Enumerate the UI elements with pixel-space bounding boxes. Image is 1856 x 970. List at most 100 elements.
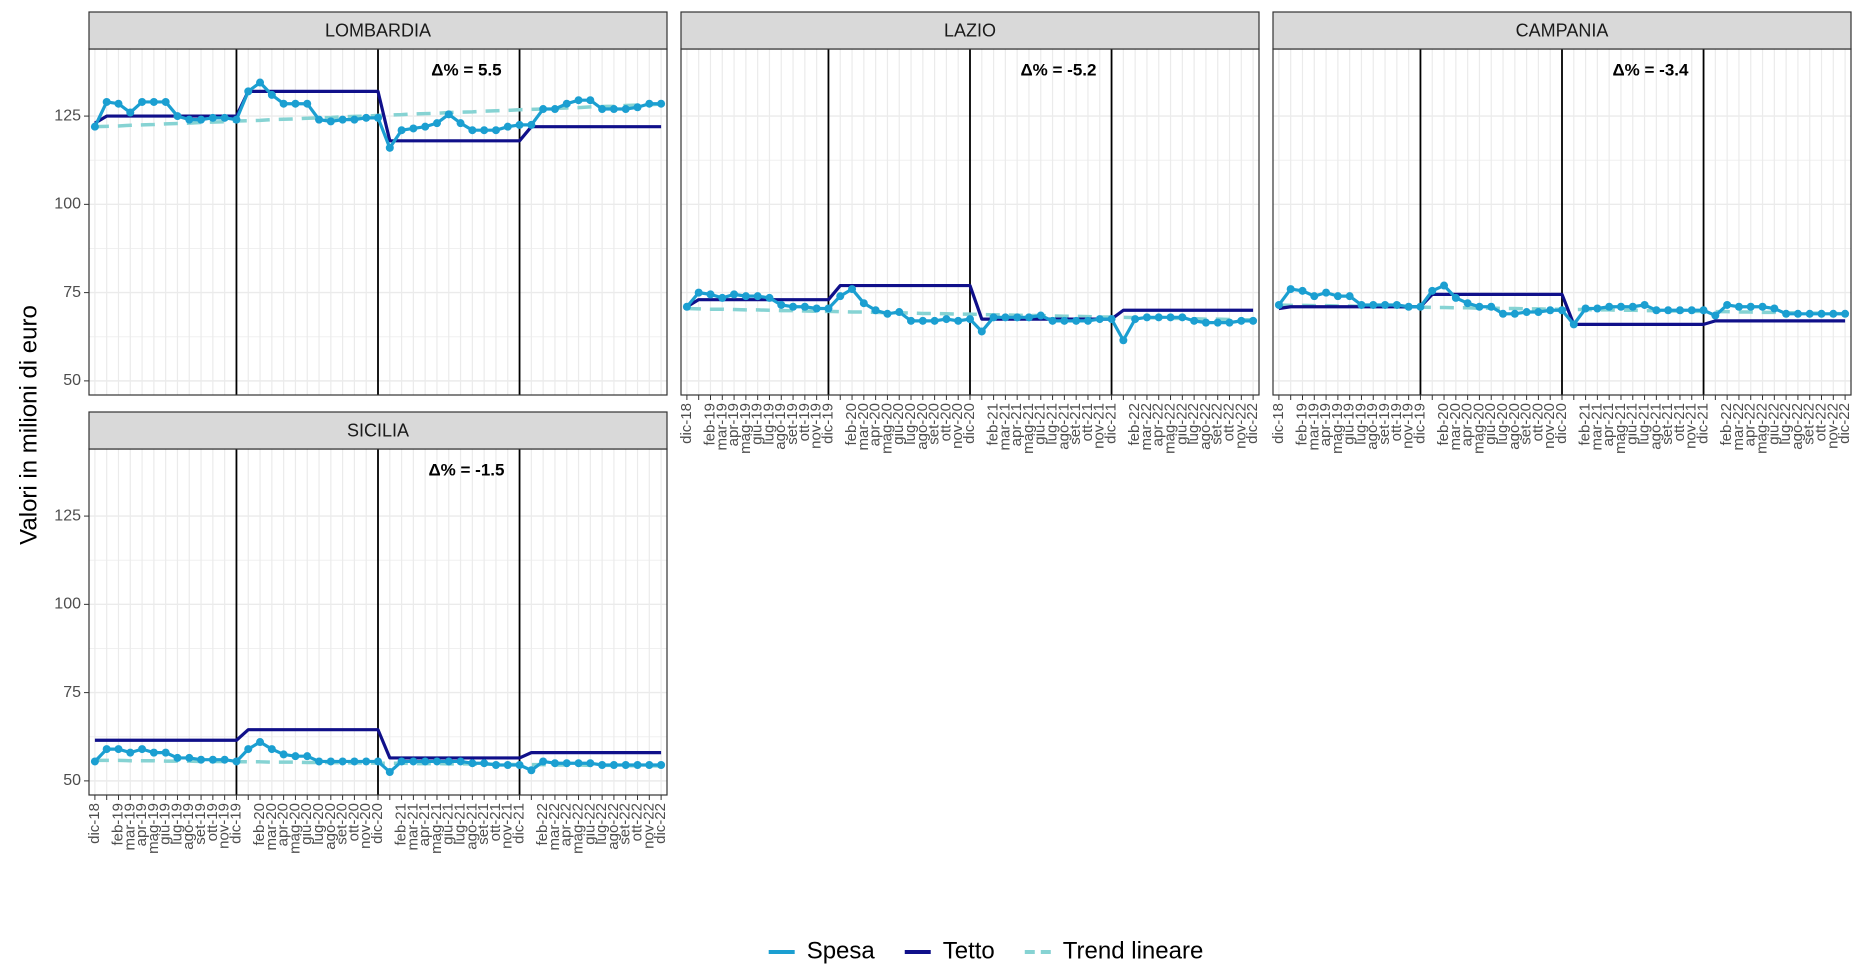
x-tick-label: mar-20	[1447, 403, 1464, 451]
x-tick-label: nov-19	[1400, 403, 1417, 449]
x-tick-label: dic-22	[652, 803, 669, 844]
panel-title: LAZIO	[944, 20, 996, 40]
data-point	[279, 750, 288, 759]
data-point	[883, 309, 892, 318]
data-point	[1616, 302, 1625, 311]
data-point	[730, 290, 739, 299]
data-point	[244, 745, 253, 754]
data-point	[220, 755, 229, 764]
data-point	[633, 760, 642, 769]
x-tick-label: feb-22	[1126, 403, 1143, 446]
data-point	[539, 757, 548, 766]
x-tick-label: feb-20	[251, 803, 268, 846]
data-point	[741, 292, 750, 301]
data-point	[609, 760, 618, 769]
x-tick-label: lug-20	[1494, 403, 1511, 445]
x-tick-label: nov-19	[216, 803, 233, 849]
x-tick-label: apr-20	[867, 403, 884, 446]
x-tick-label: mar-22	[1138, 403, 1155, 451]
data-point	[350, 757, 359, 766]
data-point	[173, 753, 182, 762]
data-point	[1095, 315, 1104, 324]
data-point	[527, 766, 536, 775]
x-tick-label: giu-19	[749, 403, 766, 445]
x-tick-label: mar-21	[1588, 403, 1605, 451]
data-point	[1746, 302, 1755, 311]
x-tick-label: feb-19	[109, 803, 126, 846]
x-tick-label: lug-19	[168, 803, 185, 845]
data-point	[895, 308, 904, 317]
x-tick-label: nov-20	[357, 803, 374, 849]
data-point	[621, 760, 630, 769]
annotation: Δ% = -1.5	[428, 460, 504, 479]
x-tick-label: mag-21	[428, 803, 445, 854]
data-point	[800, 302, 809, 311]
data-point	[1428, 286, 1437, 295]
data-point	[468, 759, 477, 768]
data-point	[385, 143, 394, 152]
data-point	[1805, 309, 1814, 318]
data-point	[1404, 302, 1413, 311]
x-tick-label: apr-20	[1459, 403, 1476, 446]
x-tick-label: apr-22	[558, 803, 575, 846]
data-point	[1569, 320, 1578, 329]
data-point	[942, 315, 951, 324]
data-point	[338, 115, 347, 124]
data-point	[645, 99, 654, 108]
data-point	[102, 745, 111, 754]
x-tick-label: ago-22	[1789, 403, 1806, 450]
x-tick-label: ago-21	[463, 803, 480, 850]
data-point	[197, 755, 206, 764]
x-tick-label: ott-19	[204, 803, 221, 841]
x-tick-label: feb-20	[843, 403, 860, 446]
data-point	[657, 760, 666, 769]
x-tick-label: ago-21	[1647, 403, 1664, 450]
data-point	[90, 122, 99, 131]
data-point	[1333, 292, 1342, 301]
x-tick-label: dic-20	[961, 403, 978, 444]
x-tick-label: mar-21	[996, 403, 1013, 451]
x-tick-label: giu-19	[1341, 403, 1358, 445]
data-point	[1499, 309, 1508, 318]
data-point	[1166, 313, 1175, 322]
data-point	[1131, 315, 1140, 324]
data-point	[1817, 309, 1826, 318]
data-point	[706, 290, 715, 299]
data-point	[456, 119, 465, 128]
data-point	[279, 99, 288, 108]
annotation: Δ% = 5.5	[431, 60, 501, 79]
data-point	[208, 755, 217, 764]
panel-title: SICILIA	[347, 420, 409, 440]
data-point	[682, 302, 691, 311]
x-tick-label: ott-21	[1079, 403, 1096, 441]
data-point	[1416, 302, 1425, 311]
x-tick-label: mar-22	[546, 803, 563, 851]
x-tick-label: nov-22	[1232, 403, 1249, 449]
data-point	[812, 304, 821, 313]
panel: CAMPANIA Δ% = -3.4 dic-18 feb-19mar-19apr-1…	[1270, 11, 1853, 454]
data-point	[989, 313, 998, 322]
x-tick-label: feb-19	[1293, 403, 1310, 446]
x-tick-label: apr-22	[1742, 403, 1759, 446]
x-tick-label: mar-20	[855, 403, 872, 451]
x-tick-label: ott-22	[628, 803, 645, 841]
panel: 50 75 100 125 LOMBARDIA Δ% = 5.5	[54, 11, 668, 396]
x-tick-label: giu-19	[157, 803, 174, 845]
strip	[88, 11, 668, 50]
data-point	[574, 759, 583, 768]
data-point	[232, 115, 241, 124]
data-point	[1841, 309, 1850, 318]
data-point	[1083, 316, 1092, 325]
x-tick-label: set-22	[1209, 403, 1226, 445]
data-point	[291, 99, 300, 108]
y-tick-label: 75	[63, 284, 81, 301]
data-point	[1793, 309, 1802, 318]
x-tick-label: set-22	[617, 803, 634, 845]
legend: Spesa Tetto Trend lineare	[768, 937, 1203, 964]
data-point	[836, 292, 845, 301]
data-point	[966, 315, 974, 324]
x-tick-label: ago-19	[1364, 403, 1381, 450]
data-point	[303, 752, 312, 761]
